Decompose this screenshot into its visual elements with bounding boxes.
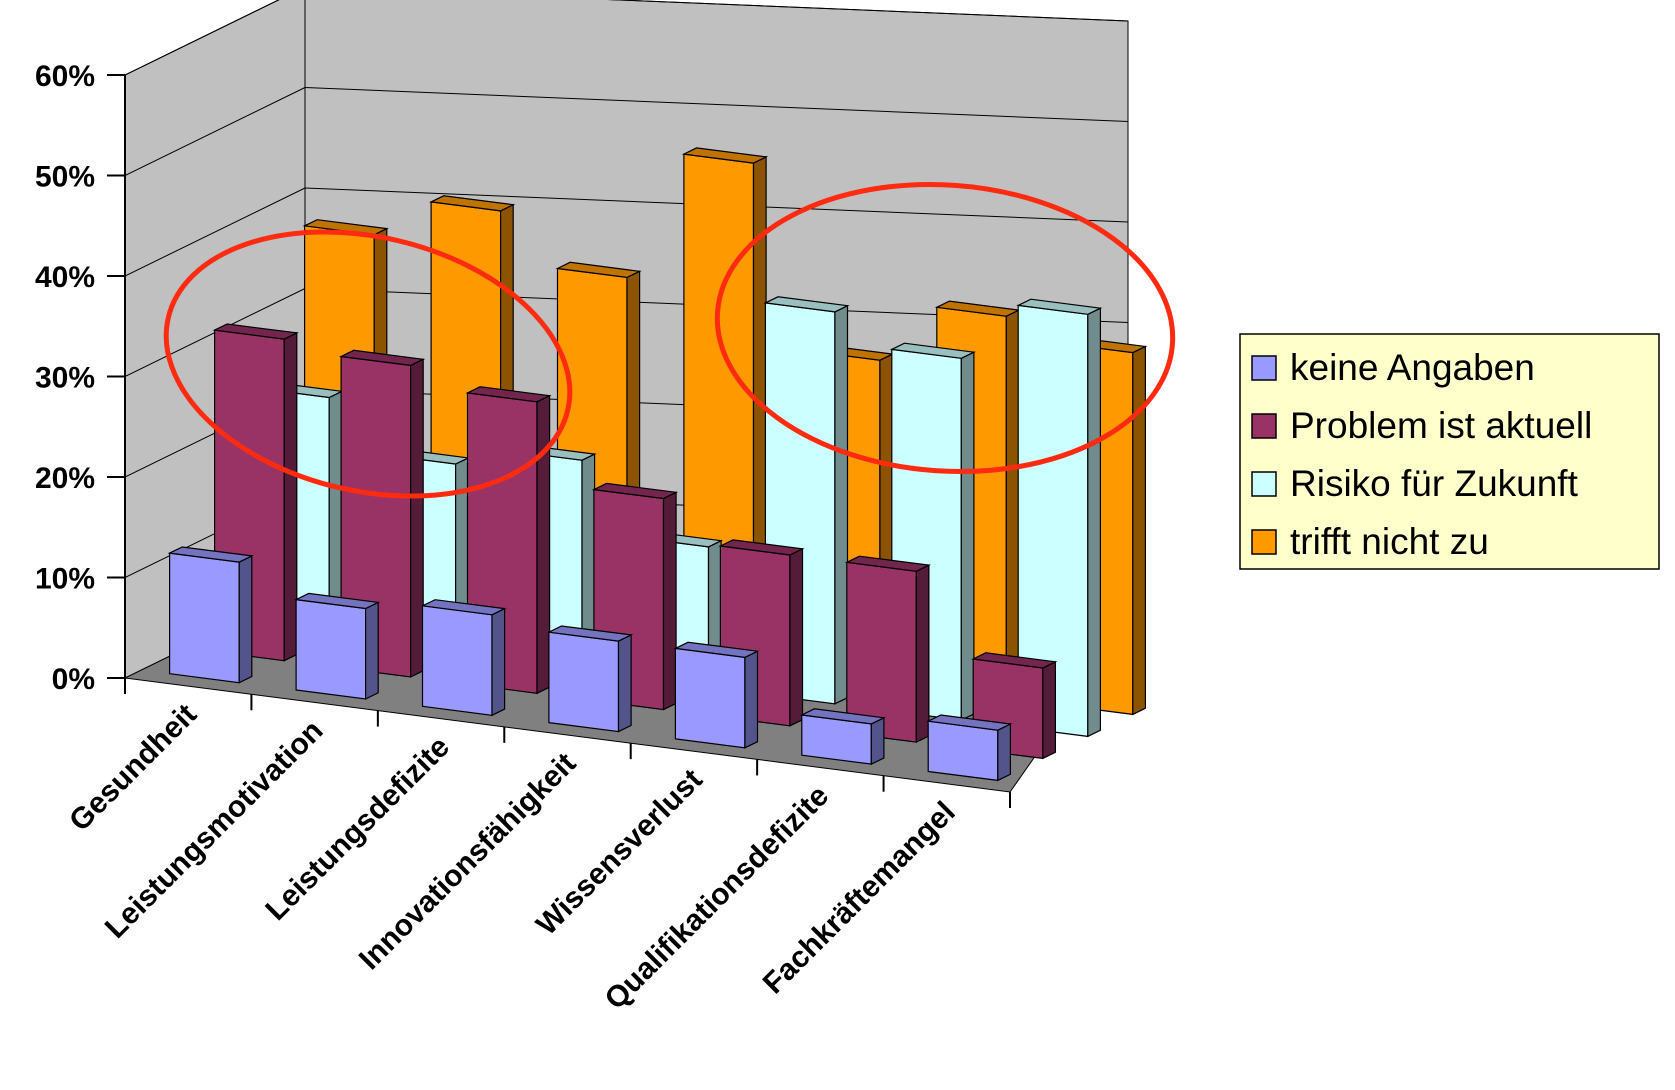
bar-top-face <box>429 195 516 212</box>
bar-top-face <box>971 652 1058 669</box>
y-tick-label: 10% <box>35 563 95 596</box>
bar-top-face <box>673 641 760 659</box>
bar-side-face <box>834 304 849 705</box>
y-axis: 0% 10% 20% 30% 40% 50% 60% <box>35 60 126 696</box>
legend-label: Problem ist aktuell <box>1290 405 1592 446</box>
bar-top-face <box>591 482 679 500</box>
bar <box>546 625 634 733</box>
bar-top-face <box>844 555 931 572</box>
bar <box>1016 298 1103 738</box>
bar-front-face <box>548 631 620 733</box>
bar-side-face <box>870 716 885 766</box>
bar-top-face <box>339 349 426 367</box>
bar-side-face <box>1132 345 1147 716</box>
category-label: Gesundheit <box>63 698 203 838</box>
y-tick-label: 0% <box>52 663 95 696</box>
bar-top-face <box>465 386 552 403</box>
legend-box <box>1239 333 1660 570</box>
bar-top-face <box>294 592 381 610</box>
bar-top-face <box>546 625 634 642</box>
gridline <box>124 187 306 277</box>
bar-top-face <box>212 323 299 340</box>
legend-swatch <box>1251 529 1277 555</box>
bar-top-face <box>1016 298 1103 315</box>
bar <box>926 714 1013 782</box>
bar <box>420 599 507 717</box>
bar-top-face <box>420 599 507 616</box>
highlight-ellipse <box>163 229 573 499</box>
legend-swatch <box>1251 471 1277 497</box>
bar-side-face <box>491 607 506 717</box>
bar-top-face <box>889 342 976 359</box>
bar-front-face <box>295 598 367 700</box>
bar-side-face <box>536 394 551 695</box>
bar-top-face <box>799 708 886 725</box>
bar <box>844 555 931 744</box>
bar-top-face <box>763 296 850 313</box>
legend: keine Angaben Problem ist aktuell Risiko f… <box>1239 333 1660 570</box>
legend-label: Risiko für Zukunft <box>1290 463 1579 504</box>
y-tick-label: 60% <box>35 60 95 93</box>
bars <box>167 147 1148 782</box>
bar-side-face <box>238 554 253 684</box>
bar-side-face <box>283 331 298 662</box>
bar <box>339 349 426 678</box>
bar-front-face <box>421 605 493 716</box>
bar <box>971 652 1058 760</box>
bar <box>673 641 760 749</box>
bar-side-face <box>1042 660 1057 760</box>
bar-side-face <box>617 633 632 733</box>
bar-top-face <box>167 546 254 563</box>
bar-side-face <box>365 601 379 700</box>
gridline <box>607 0 1129 22</box>
bar-side-face <box>1087 307 1102 738</box>
bar-top-face <box>555 261 642 279</box>
bar-side-face <box>662 491 677 711</box>
y-tick-label: 20% <box>35 462 95 495</box>
gridline <box>124 0 280 76</box>
bar-side-face <box>410 358 424 678</box>
legend-swatch <box>1251 355 1277 381</box>
bar-side-face <box>744 650 759 749</box>
legend-label: keine Angaben <box>1290 347 1535 388</box>
y-tick-label: 40% <box>35 261 95 294</box>
bar-top-face <box>926 714 1013 731</box>
gridline <box>304 87 1129 122</box>
bar-side-face <box>960 351 975 722</box>
bar-side-face <box>1005 309 1020 700</box>
legend-swatch <box>1251 413 1277 439</box>
bar-front-face <box>169 552 240 684</box>
bar-top-face <box>718 539 805 556</box>
bar-top-face <box>681 147 769 164</box>
y-tick-label: 30% <box>35 362 95 395</box>
bar <box>799 708 886 766</box>
bar-side-face <box>789 547 804 727</box>
legend-label: trifft nicht zu <box>1290 521 1489 562</box>
highlight-ellipse <box>714 181 1176 475</box>
bar-front-face <box>674 647 746 749</box>
y-tick-label: 50% <box>35 161 95 194</box>
bar <box>294 592 381 700</box>
bar-side-face <box>915 564 930 744</box>
bar <box>167 546 254 684</box>
gridline <box>124 87 306 176</box>
bar-front-face <box>927 720 999 782</box>
bar-side-face <box>997 723 1012 782</box>
annotations <box>163 181 1176 499</box>
